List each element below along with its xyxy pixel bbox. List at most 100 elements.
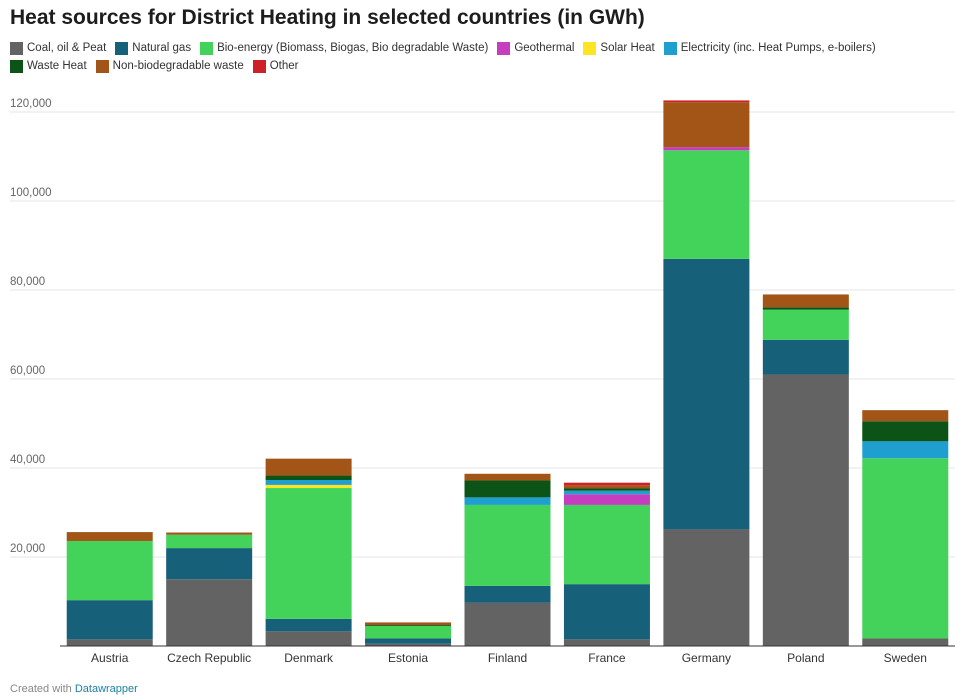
bar-segment-austria-non-biodegradable-waste: [66, 532, 153, 541]
bar-segment-estonia-waste-heat: [365, 625, 452, 626]
bar-segment-france-electricity-inc-heat-pumps-e-boilers: [563, 490, 650, 495]
bar-stack-estonia: [365, 622, 452, 646]
x-tick-label: Denmark: [284, 651, 334, 665]
legend: Coal, oil & Peat Natural gas Bio-energy (B…: [10, 41, 950, 73]
bar-segment-denmark-waste-heat: [265, 475, 352, 481]
chart-title: Heat sources for District Heating in sel…: [10, 6, 645, 29]
legend-swatch: [583, 41, 597, 55]
legend-swatch: [10, 59, 23, 73]
bar-segment-czech-republic-natural-gas: [166, 548, 253, 580]
bar-segment-austria-natural-gas: [66, 600, 153, 640]
bar-segment-france-coal-oil-peat: [563, 639, 650, 646]
legend-item-geothermal: Geothermal: [497, 41, 574, 55]
bar-segment-germany-natural-gas: [663, 258, 750, 530]
legend-item-non-biodegradable-waste: Non-biodegradable waste: [95, 59, 244, 73]
bar-segment-poland-bio-energy-biomass-biogas-bio-degradable-waste: [762, 309, 849, 340]
legend-swatch: [252, 59, 266, 73]
bar-segment-france-other: [563, 482, 650, 486]
bar-segment-czech-republic-coal-oil-peat: [166, 579, 253, 646]
x-tick-label: Sweden: [884, 651, 927, 665]
bar-segment-finland-coal-oil-peat: [464, 602, 551, 646]
x-tick-label: Germany: [682, 651, 731, 665]
footer-credit: Created with Datawrapper: [10, 683, 138, 695]
legend-label: Solar Heat: [600, 42, 655, 54]
bar-segment-austria-bio-energy-biomass-biogas-bio-degradable-waste: [66, 540, 153, 601]
bar-stack-denmark: [265, 458, 352, 646]
legend-label: Coal, oil & Peat: [27, 42, 107, 54]
bar-segment-france-bio-energy-biomass-biogas-bio-degradable-waste: [563, 504, 650, 585]
bar-segment-estonia-bio-energy-biomass-biogas-bio-degradable-waste: [365, 625, 452, 639]
bar-segment-france-non-biodegradable-waste: [563, 485, 650, 489]
legend-swatch: [497, 41, 511, 55]
legend-item-bio-energy-biomass-biogas-bio-degradable-waste: Bio-energy (Biomass, Biogas, Bio degrada…: [200, 41, 488, 55]
legend-label: Waste Heat: [27, 60, 87, 72]
bar-segment-sweden-coal-oil-peat: [862, 638, 949, 646]
y-tick-label: 40,000: [10, 454, 45, 466]
bar-segment-finland-waste-heat: [464, 480, 551, 498]
bar-segment-denmark-non-biodegradable-waste: [265, 458, 352, 476]
y-tick-label: 100,000: [10, 187, 52, 199]
x-tick-label: Estonia: [388, 651, 428, 665]
bar-stack-finland: [464, 473, 551, 646]
bar-segment-france-geothermal: [563, 494, 650, 505]
bar-segment-sweden-electricity-inc-heat-pumps-e-boilers: [862, 441, 949, 459]
legend-swatch: [95, 59, 109, 73]
legend-swatch: [200, 41, 214, 55]
y-tick-label: 120,000: [10, 98, 52, 110]
bar-stack-germany: [663, 100, 750, 646]
x-tick-label: Czech Republic: [167, 651, 251, 665]
bar-segment-czech-republic-bio-energy-biomass-biogas-bio-degradable-waste: [166, 534, 253, 549]
bar-segment-denmark-coal-oil-peat: [265, 631, 352, 646]
legend-item-waste-heat: Waste Heat: [10, 59, 87, 73]
legend-swatch: [10, 41, 23, 55]
bar-stack-austria: [66, 532, 153, 646]
bar-segment-estonia-non-biodegradable-waste: [365, 622, 452, 626]
x-tick-label: Poland: [787, 651, 824, 665]
bar-segment-austria-coal-oil-peat: [66, 639, 153, 646]
legend-label: Other: [269, 60, 299, 72]
bar-segment-estonia-natural-gas: [365, 638, 452, 644]
bar-segment-denmark-natural-gas: [265, 618, 352, 632]
bar-segment-estonia-coal-oil-peat: [365, 643, 452, 646]
x-tick-label: Austria: [91, 651, 129, 665]
legend-label: Non-biodegradable waste: [112, 60, 244, 72]
legend-swatch: [663, 41, 677, 55]
bar-segment-czech-republic-non-biodegradable-waste: [166, 532, 253, 535]
bar-segment-sweden-waste-heat: [862, 421, 949, 442]
legend-item-solar-heat: Solar Heat: [583, 41, 655, 55]
bar-segment-finland-electricity-inc-heat-pumps-e-boilers: [464, 497, 551, 505]
legend-label: Natural gas: [132, 42, 192, 54]
bar-stack-poland: [762, 294, 849, 646]
bar-segment-finland-non-biodegradable-waste: [464, 473, 551, 481]
x-tick-label: France: [588, 651, 626, 665]
bar-stack-sweden: [862, 410, 949, 646]
legend-label: Geothermal: [514, 42, 575, 54]
y-tick-label: 80,000: [10, 276, 45, 288]
datawrapper-link[interactable]: Datawrapper: [74, 683, 138, 695]
bar-segment-germany-non-biodegradable-waste: [663, 102, 750, 148]
bar-segment-germany-other: [663, 100, 750, 103]
bar-segment-germany-bio-energy-biomass-biogas-bio-degradable-waste: [663, 150, 750, 259]
bar-segment-denmark-electricity-inc-heat-pumps-e-boilers: [265, 480, 352, 485]
bar-stack-france: [563, 482, 650, 646]
legend-swatch: [115, 41, 129, 55]
bar-segment-poland-non-biodegradable-waste: [762, 294, 849, 308]
bar-segment-france-waste-heat: [563, 488, 650, 491]
bar-segment-germany-geothermal: [663, 147, 750, 151]
legend-item-other: Other: [252, 59, 299, 73]
bar-segment-sweden-bio-energy-biomass-biogas-bio-degradable-waste: [862, 458, 949, 639]
legend-item-electricity-inc-heat-pumps-e-boilers: Electricity (inc. Heat Pumps, e-boilers): [663, 41, 876, 55]
legend-label: Bio-energy (Biomass, Biogas, Bio degrada…: [217, 42, 489, 54]
bar-chart: 20,000 40,000 60,000 80,000 100,000 120,000 Au…: [10, 98, 955, 665]
bar-segment-poland-natural-gas: [762, 339, 849, 375]
bar-segment-france-natural-gas: [563, 584, 650, 640]
legend-item-coal-oil-peat: Coal, oil & Peat: [10, 41, 106, 55]
bar-segment-finland-bio-energy-biomass-biogas-bio-degradable-waste: [464, 504, 551, 586]
legend-item-natural-gas: Natural gas: [115, 41, 191, 55]
bar-segment-germany-coal-oil-peat: [663, 529, 750, 646]
bar-segment-finland-natural-gas: [464, 585, 551, 603]
bar-segment-poland-waste-heat: [762, 307, 849, 310]
bar-stack-czech-republic: [166, 532, 253, 646]
x-tick-label: Finland: [488, 651, 527, 665]
bar-segment-denmark-bio-energy-biomass-biogas-bio-degradable-waste: [265, 488, 352, 619]
